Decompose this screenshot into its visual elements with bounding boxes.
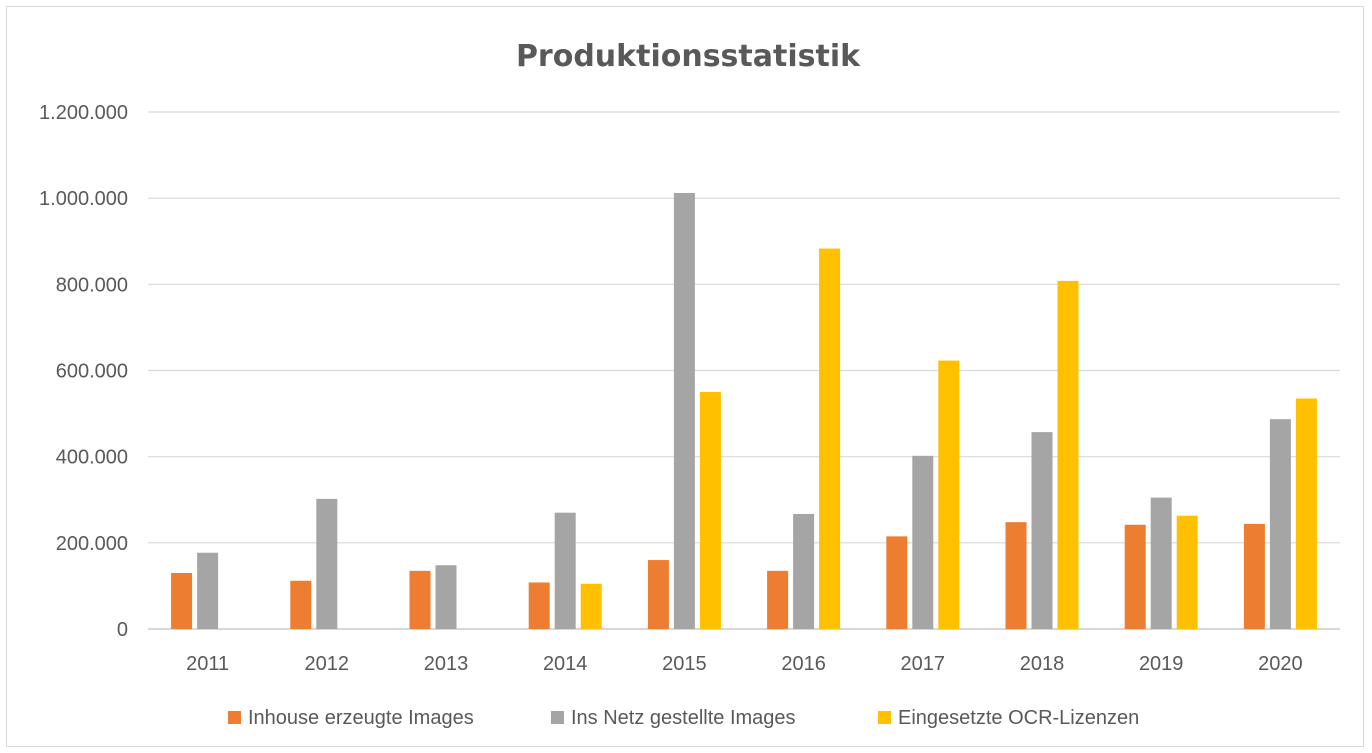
x-tick-label: 2019 [1139, 653, 1184, 675]
bar [912, 455, 934, 629]
bars [171, 192, 1317, 630]
legend-swatch [228, 711, 241, 724]
bar [435, 565, 457, 629]
x-tick-label: 2013 [424, 653, 469, 675]
x-tick-label: 2012 [305, 653, 350, 675]
bar [647, 560, 669, 629]
bar [1031, 432, 1053, 629]
bar [1150, 497, 1172, 629]
bar [1269, 419, 1291, 629]
bar [290, 580, 312, 629]
x-tick-label: 2011 [186, 653, 229, 675]
bar [767, 570, 789, 629]
legend-label: Eingesetzte OCR-Lizenzen [898, 707, 1139, 729]
y-tick-label: 200.000 [56, 533, 128, 555]
y-tick-label: 0 [117, 619, 128, 641]
bar [528, 582, 550, 629]
y-axis-ticks: 0 200.000 400.000 600.000 800.000 1.000.000 1.… [39, 102, 128, 641]
bar [1176, 515, 1198, 629]
x-tick-label: 2020 [1258, 653, 1303, 675]
bar [819, 248, 841, 630]
bar [699, 392, 721, 629]
x-tick-label: 2014 [543, 653, 588, 675]
y-tick-label: 800.000 [56, 274, 128, 296]
x-tick-label: 2015 [662, 653, 707, 675]
legend-label: Inhouse erzeugte Images [248, 707, 474, 729]
bar [886, 536, 908, 629]
bar [197, 552, 219, 629]
x-tick-label: 2018 [1020, 653, 1065, 675]
x-tick-label: 2017 [901, 653, 946, 675]
legend-label: Ins Netz gestellte Images [571, 707, 796, 729]
bar [171, 572, 193, 629]
y-tick-label: 400.000 [56, 447, 128, 469]
x-axis-ticks: 2011 2012 2013 2014 2015 2016 2017 2018 2019 2020 [186, 653, 1303, 675]
bar [938, 360, 960, 629]
legend: Inhouse erzeugte Images Ins Netz gestellt… [228, 707, 1139, 729]
bar [1243, 523, 1265, 629]
bar [1295, 398, 1317, 629]
bar [580, 583, 602, 629]
bar [316, 498, 338, 629]
bar [554, 512, 576, 629]
legend-swatch [878, 711, 891, 724]
bar [409, 570, 431, 629]
bar [1057, 280, 1079, 629]
bar [1005, 522, 1027, 629]
y-tick-label: 1.200.000 [39, 102, 128, 124]
y-tick-label: 600.000 [56, 361, 128, 383]
chart-title: Produktionsstatistik [516, 39, 861, 74]
y-tick-label: 1.000.000 [39, 188, 128, 210]
legend-swatch [551, 711, 564, 724]
bar [1124, 524, 1146, 629]
bar [673, 192, 695, 629]
x-tick-label: 2016 [781, 653, 826, 675]
bar [793, 513, 815, 629]
